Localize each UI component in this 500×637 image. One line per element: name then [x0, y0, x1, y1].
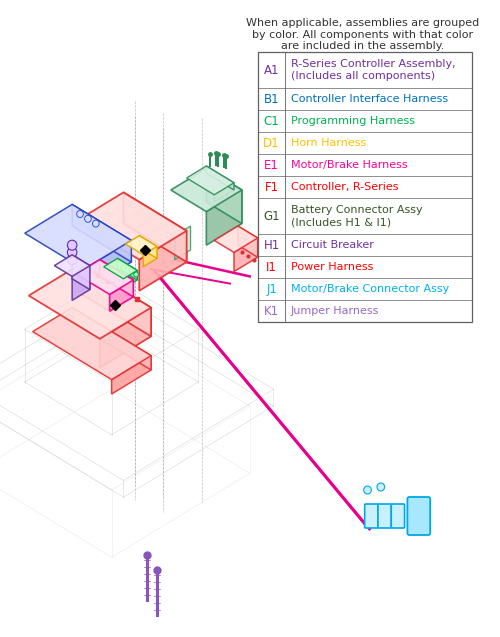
Polygon shape — [110, 280, 134, 311]
Circle shape — [364, 486, 372, 494]
Text: Battery Connector Assy
(Includes H1 & I1): Battery Connector Assy (Includes H1 & I1… — [290, 205, 422, 227]
Text: D1: D1 — [264, 136, 280, 150]
Circle shape — [68, 255, 77, 264]
Polygon shape — [112, 355, 151, 394]
Polygon shape — [126, 236, 157, 255]
Polygon shape — [28, 264, 151, 339]
Text: Controller, R-Series: Controller, R-Series — [290, 182, 398, 192]
Text: G1: G1 — [264, 210, 280, 222]
Polygon shape — [206, 190, 242, 245]
Text: A1: A1 — [264, 64, 280, 76]
Text: Controller Interface Harness: Controller Interface Harness — [290, 94, 448, 104]
Text: R-Series Controller Assembly,
(Includes all components): R-Series Controller Assembly, (Includes … — [290, 59, 455, 81]
Polygon shape — [171, 168, 242, 211]
Polygon shape — [72, 266, 90, 301]
Text: E1: E1 — [264, 159, 279, 171]
Polygon shape — [84, 240, 132, 291]
Text: B1: B1 — [264, 92, 280, 106]
FancyBboxPatch shape — [408, 497, 430, 535]
Circle shape — [92, 220, 99, 227]
Polygon shape — [104, 259, 138, 279]
Text: Motor/Brake Connector Assy: Motor/Brake Connector Assy — [290, 284, 449, 294]
Circle shape — [84, 215, 91, 222]
Polygon shape — [143, 247, 157, 267]
Text: C1: C1 — [264, 115, 280, 127]
Polygon shape — [80, 264, 151, 336]
Polygon shape — [234, 238, 258, 271]
Text: Programming Harness: Programming Harness — [290, 116, 414, 126]
Polygon shape — [54, 255, 90, 276]
Polygon shape — [238, 226, 258, 257]
Circle shape — [68, 240, 77, 250]
Text: I1: I1 — [266, 261, 277, 273]
Polygon shape — [100, 260, 134, 297]
Circle shape — [68, 247, 77, 257]
FancyBboxPatch shape — [392, 504, 404, 528]
Polygon shape — [214, 183, 234, 202]
Polygon shape — [72, 255, 90, 290]
Text: Jumper Harness: Jumper Harness — [290, 306, 379, 316]
Circle shape — [134, 272, 138, 277]
Polygon shape — [118, 259, 138, 280]
Polygon shape — [32, 308, 151, 380]
Bar — [258, 52, 472, 322]
Text: K1: K1 — [264, 304, 279, 317]
Polygon shape — [25, 204, 132, 269]
Circle shape — [377, 483, 384, 491]
Polygon shape — [76, 260, 134, 294]
Polygon shape — [72, 308, 151, 370]
Polygon shape — [186, 166, 234, 195]
Polygon shape — [175, 226, 190, 260]
Polygon shape — [214, 226, 258, 252]
Polygon shape — [139, 231, 186, 291]
Text: J1: J1 — [266, 282, 277, 296]
Polygon shape — [76, 192, 186, 260]
Circle shape — [129, 268, 134, 273]
Text: Power Harness: Power Harness — [290, 262, 373, 272]
Polygon shape — [72, 204, 132, 262]
Circle shape — [121, 265, 126, 270]
Polygon shape — [206, 168, 242, 224]
Text: H1: H1 — [264, 238, 280, 252]
Polygon shape — [139, 236, 157, 259]
Text: Circuit Breaker: Circuit Breaker — [290, 240, 374, 250]
Text: When applicable, assemblies are grouped
by color. All components with that color: When applicable, assemblies are grouped … — [246, 18, 480, 51]
Polygon shape — [124, 270, 138, 289]
Polygon shape — [206, 166, 234, 190]
FancyBboxPatch shape — [378, 504, 392, 528]
Text: Horn Harness: Horn Harness — [290, 138, 366, 148]
Text: Motor/Brake Harness: Motor/Brake Harness — [290, 160, 407, 170]
Text: F1: F1 — [264, 180, 278, 194]
FancyBboxPatch shape — [364, 504, 378, 528]
Polygon shape — [124, 192, 186, 262]
Polygon shape — [100, 308, 151, 368]
Circle shape — [76, 210, 84, 217]
